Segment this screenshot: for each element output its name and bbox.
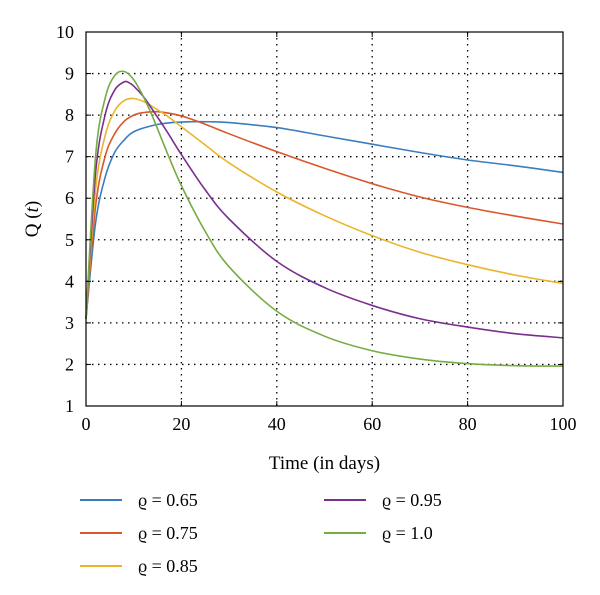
x-tick-label: 100 <box>550 414 577 434</box>
y-tick-label: 9 <box>65 64 74 84</box>
grid-lines <box>86 32 563 406</box>
legend-swatch <box>324 499 366 501</box>
legend-label: ϱ = 0.95 <box>382 489 442 510</box>
legend-swatch <box>80 499 122 501</box>
series-line-3 <box>85 97 564 319</box>
y-tick-label: 8 <box>65 105 74 125</box>
y-axis-title-variable: t <box>22 206 43 212</box>
y-tick-label: 4 <box>65 271 74 291</box>
legend: ϱ = 0.65 ϱ = 0.75 ϱ = 0.85 ϱ = 0.95 ϱ = 1.0 <box>80 488 560 588</box>
y-axis-title-main: Q <box>22 223 43 237</box>
y-tick-label: 3 <box>65 313 74 333</box>
x-tick-label: 20 <box>172 414 190 434</box>
y-tick-label: 2 <box>65 354 74 374</box>
series-line-5 <box>85 70 564 367</box>
axis-ticks: 0 20 40 60 80 100 1 2 3 4 5 6 7 8 9 10 <box>56 22 577 434</box>
y-axis-title-open-paren: ( <box>22 212 43 218</box>
x-tick-label: 80 <box>459 414 477 434</box>
y-tick-label: 10 <box>56 22 74 42</box>
x-axis-title: Time (in days) <box>269 453 380 474</box>
legend-item-2: ϱ = 0.75 <box>80 521 198 545</box>
series-line-1 <box>85 120 564 319</box>
legend-label: ϱ = 1.0 <box>382 522 433 543</box>
y-tick-label: 5 <box>65 230 74 250</box>
legend-label: ϱ = 0.85 <box>138 555 198 576</box>
legend-label: ϱ = 0.65 <box>138 489 198 510</box>
legend-item-4: ϱ = 0.95 <box>324 488 442 512</box>
y-tick-label: 1 <box>65 396 74 416</box>
x-tick-label: 40 <box>268 414 286 434</box>
x-tick-label: 0 <box>82 414 91 434</box>
legend-item-5: ϱ = 1.0 <box>324 521 433 545</box>
x-tick-label: 60 <box>363 414 381 434</box>
plot-area-frame <box>85 31 564 407</box>
y-axis-title: Q (t) <box>22 201 43 237</box>
legend-swatch <box>80 532 122 534</box>
legend-label: ϱ = 0.75 <box>138 522 198 543</box>
series-line-4 <box>85 80 564 339</box>
series-line-2 <box>85 110 564 319</box>
legend-item-1: ϱ = 0.65 <box>80 488 198 512</box>
y-tick-label: 6 <box>65 188 74 208</box>
series-lines <box>85 70 564 367</box>
legend-swatch <box>324 532 366 534</box>
legend-item-3: ϱ = 0.85 <box>80 554 198 578</box>
legend-swatch <box>80 565 122 567</box>
y-tick-label: 7 <box>65 147 74 167</box>
y-axis-title-close-paren: ) <box>22 201 43 207</box>
